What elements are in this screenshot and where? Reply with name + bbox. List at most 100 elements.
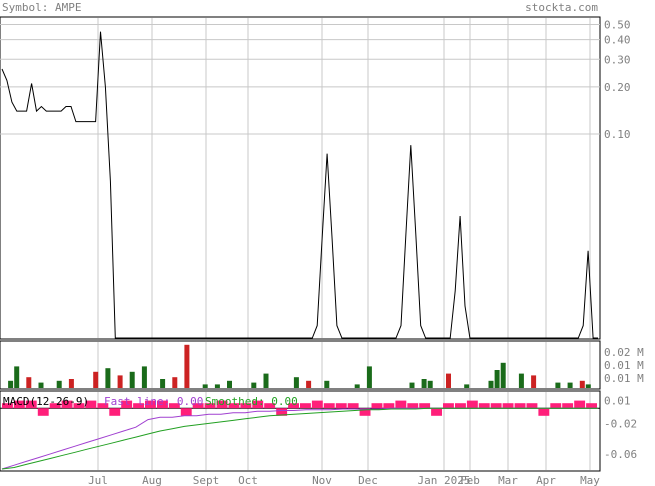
volume-bar	[531, 375, 537, 388]
macd-histogram-bar	[550, 403, 562, 409]
macd-histogram-bar	[133, 403, 144, 409]
volume-bar	[263, 373, 269, 388]
macd-histogram-bar	[383, 403, 395, 409]
x-tick-label: Mar	[498, 474, 518, 486]
macd-histogram-bar	[419, 403, 431, 409]
macd-tick-label: 0.01	[604, 395, 631, 408]
macd-histogram-bar	[526, 403, 538, 409]
volume-bar	[500, 362, 506, 388]
volume-bar	[427, 380, 433, 388]
macd-histogram-bar	[49, 403, 61, 409]
macd-histogram-bar	[347, 403, 359, 409]
volume-bar	[117, 375, 123, 388]
volume-series	[8, 344, 591, 388]
macd-histogram-bar	[311, 400, 323, 409]
price-tick-label: 0.30	[604, 53, 631, 66]
macd-histogram-bar	[228, 403, 240, 409]
macd-histogram-bar	[25, 400, 37, 409]
macd-panel-frame	[0, 390, 601, 472]
volume-bar	[8, 380, 14, 388]
volume-bar	[366, 366, 372, 388]
macd-title: MACD(12-26-9)	[3, 395, 89, 408]
price-line	[1, 31, 598, 339]
macd-histogram-bar	[455, 403, 466, 409]
volume-bar	[446, 373, 451, 388]
volume-bar	[93, 371, 99, 388]
macd-histogram-bar	[216, 400, 228, 409]
volume-bar	[56, 380, 62, 388]
volume-bar	[518, 373, 524, 388]
volume-bar	[202, 384, 208, 388]
x-tick-label: Jul	[88, 474, 108, 486]
volume-bar	[172, 377, 178, 388]
macd-histogram-bar	[204, 403, 216, 409]
macd-histogram-bar	[109, 408, 121, 416]
volume-bar	[324, 380, 330, 388]
macd-tick-label: -0.02	[604, 417, 637, 430]
macd-histogram-bar	[97, 403, 109, 409]
volume-bar	[293, 377, 299, 388]
volume-bar	[354, 384, 360, 388]
volume-bar	[214, 384, 220, 388]
volume-bar	[464, 384, 470, 388]
macd-histogram-bar	[121, 400, 133, 409]
x-tick-label: Dec	[358, 474, 378, 486]
x-tick-label: Nov	[312, 474, 332, 486]
macd-histogram-bar	[276, 408, 288, 416]
price-series	[1, 31, 598, 339]
macd-histogram-bar	[13, 400, 25, 409]
volume-bar	[68, 379, 74, 388]
macd-histogram-bar	[490, 403, 502, 409]
macd-smoothed-line	[1, 407, 598, 470]
volume-bar	[306, 380, 312, 388]
macd-histogram-bar	[538, 408, 550, 416]
volume-bar	[26, 377, 32, 388]
volume-bar	[494, 370, 500, 388]
macd-histogram-bar	[443, 403, 454, 409]
volume-tick-label: 0.02 M	[604, 346, 644, 359]
macd-fast-line	[1, 407, 598, 470]
price-tick-label: 0.50	[604, 18, 631, 31]
macd-histogram-bar	[574, 400, 586, 409]
price-tick-label: 0.40	[604, 34, 631, 47]
x-tick-label: Oct	[238, 474, 258, 486]
macd-histogram-bar	[431, 408, 442, 416]
macd-histogram-bar	[395, 400, 407, 409]
volume-bar	[105, 368, 111, 388]
macd-histogram-bar	[562, 403, 574, 409]
x-tick-label: Jan 2025	[418, 474, 471, 486]
macd-histogram-bar	[371, 403, 383, 409]
macd-histogram-bar	[85, 400, 97, 409]
macd-histogram-bar	[466, 400, 478, 409]
volume-bar	[227, 380, 232, 388]
volume-tick-label: 0.01 M	[604, 359, 644, 372]
x-tick-label: Apr	[536, 474, 556, 486]
grid	[0, 18, 600, 470]
macd-histogram-bar	[252, 400, 264, 409]
macd-histogram-bar	[288, 403, 299, 409]
macd-histogram-bar	[37, 408, 49, 416]
macd-histogram-bar	[61, 400, 73, 409]
macd-histogram-bar	[180, 408, 192, 416]
price-tick-label: 0.20	[604, 81, 631, 94]
volume-bar	[129, 371, 135, 388]
volume-bar	[409, 382, 415, 388]
volume-bar	[421, 379, 427, 388]
macd-histogram-bar	[168, 403, 180, 409]
volume-bar	[38, 382, 44, 388]
volume-bar	[579, 380, 585, 388]
volume-tick-label: 0.01 M	[604, 372, 644, 385]
price-panel-frame	[0, 16, 601, 340]
macd-histogram-bar	[157, 400, 168, 409]
volume-bar	[251, 382, 257, 388]
volume-bar	[585, 384, 591, 388]
volume-bar	[488, 380, 494, 388]
volume-bar	[567, 382, 573, 388]
macd-histogram-bar	[2, 403, 13, 409]
volume-bar	[160, 379, 166, 388]
macd-histogram-bar	[192, 403, 204, 409]
macd-tick-label: -0.06	[604, 448, 637, 461]
macd-histogram-bar	[514, 403, 526, 409]
